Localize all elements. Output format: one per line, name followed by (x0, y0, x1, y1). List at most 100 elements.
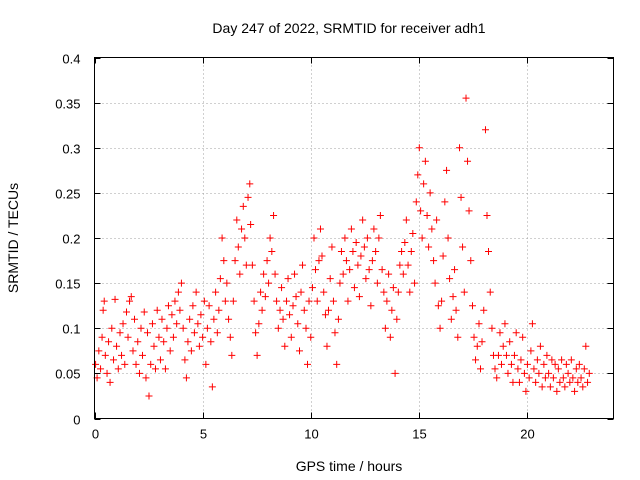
data-point (418, 234, 426, 242)
data-point (316, 225, 324, 233)
data-point (103, 369, 111, 377)
data-point (404, 261, 412, 269)
data-point (510, 351, 518, 359)
data-point (197, 311, 205, 319)
data-point (182, 374, 190, 382)
data-point (233, 216, 241, 224)
y-tick-label: 0.25 (55, 187, 80, 202)
data-point (357, 252, 365, 260)
data-point (509, 378, 517, 386)
data-point (213, 329, 221, 337)
data-point (111, 295, 119, 303)
data-point (231, 257, 239, 265)
data-point (247, 220, 255, 228)
data-point (514, 365, 522, 373)
chart-title: Day 247 of 2022, SRMTID for receiver adh… (212, 20, 485, 36)
data-point (485, 248, 493, 256)
data-point (261, 293, 269, 301)
data-point (333, 360, 341, 368)
data-point (554, 365, 562, 373)
data-point (472, 356, 480, 364)
data-point (469, 302, 477, 310)
data-point (439, 252, 447, 260)
data-point (114, 365, 122, 373)
data-point (575, 360, 583, 368)
data-point (504, 369, 512, 377)
data-point (212, 288, 220, 296)
data-point (147, 360, 155, 368)
data-point (337, 248, 345, 256)
data-point (158, 315, 166, 323)
data-point (132, 360, 140, 368)
data-point (234, 243, 242, 251)
data-point (184, 338, 192, 346)
data-point (433, 216, 441, 224)
data-point (148, 320, 156, 328)
data-point (370, 225, 378, 233)
data-point (307, 333, 315, 341)
data-point (459, 243, 467, 251)
data-point (119, 320, 127, 328)
x-axis-label: GPS time / hours (296, 458, 403, 474)
data-point (202, 360, 210, 368)
data-point (336, 279, 344, 287)
data-point (561, 383, 569, 391)
data-point (585, 369, 593, 377)
data-point (207, 338, 215, 346)
data-point (545, 369, 553, 377)
data-point (584, 378, 592, 386)
data-point (553, 387, 561, 395)
x-tick-label: 15 (412, 427, 426, 442)
data-point (189, 302, 197, 310)
data-point (255, 320, 263, 328)
data-point (110, 356, 118, 364)
data-point (559, 374, 567, 382)
data-point (402, 216, 410, 224)
data-point (562, 360, 570, 368)
data-point (92, 360, 100, 368)
data-point (210, 315, 218, 323)
data-point (464, 157, 472, 165)
data-point (488, 324, 496, 332)
data-point (153, 306, 161, 314)
x-tick-label: 20 (520, 427, 534, 442)
data-point (355, 293, 363, 301)
data-point (381, 324, 389, 332)
data-point (465, 207, 473, 215)
data-point (297, 288, 305, 296)
data-point (142, 374, 150, 382)
data-point (205, 302, 213, 310)
data-point (473, 342, 481, 350)
y-tick-label: 0.05 (55, 367, 80, 382)
data-point (362, 275, 370, 283)
data-point (344, 297, 352, 305)
data-point (242, 261, 250, 269)
data-point (244, 193, 252, 201)
data-point (567, 356, 575, 364)
data-point (486, 288, 494, 296)
data-point (166, 347, 174, 355)
data-point (452, 306, 460, 314)
data-point (174, 288, 182, 296)
data-point (480, 306, 488, 314)
data-point (386, 333, 394, 341)
data-point (169, 333, 177, 341)
data-points (92, 94, 593, 400)
data-point (135, 369, 143, 377)
data-point (350, 284, 358, 292)
data-point (131, 315, 139, 323)
x-tick-label: 0 (92, 427, 99, 442)
data-point (438, 297, 446, 305)
data-point (323, 342, 331, 350)
data-point (454, 333, 462, 341)
data-point (236, 270, 244, 278)
data-point (199, 333, 207, 341)
data-point (266, 234, 274, 242)
data-point (543, 351, 551, 359)
data-point (241, 234, 249, 242)
data-point (398, 248, 406, 256)
data-point (287, 333, 295, 341)
data-point (286, 311, 294, 319)
data-point (423, 211, 431, 219)
data-point (481, 126, 489, 134)
